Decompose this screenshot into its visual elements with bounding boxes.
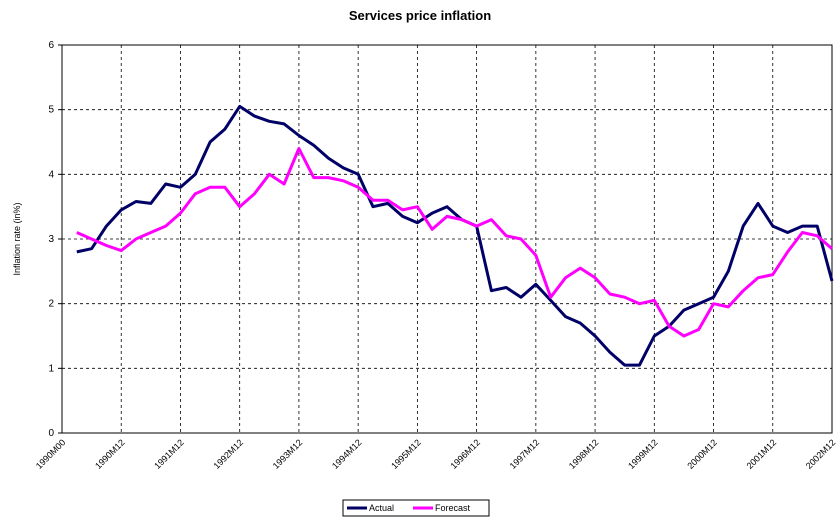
y-tick-label: 1 <box>48 363 54 374</box>
x-tick-label: 1991M12 <box>152 437 186 471</box>
x-tick-label: 1994M12 <box>330 437 364 471</box>
y-tick-label: 0 <box>48 428 54 439</box>
series-line <box>76 104 834 367</box>
legend: Actual Forecast <box>342 499 490 517</box>
y-tick-label: 5 <box>48 105 54 116</box>
x-tick-label: 1990M12 <box>93 437 127 471</box>
y-tick-label: 3 <box>48 234 54 245</box>
x-tick-label: 1993M12 <box>271 437 305 471</box>
x-tick-label: 1992M12 <box>211 437 245 471</box>
series-line <box>76 147 833 338</box>
x-tick-label: 2002M12 <box>804 437 838 471</box>
x-tick-label: 1995M12 <box>389 437 423 471</box>
legend-label: Actual <box>369 503 394 513</box>
x-tick-label: 1997M12 <box>508 437 542 471</box>
x-tick-label: 1990M00 <box>34 437 68 471</box>
x-tick-label: 1998M12 <box>567 437 601 471</box>
y-tick-label: 2 <box>48 299 54 310</box>
x-tick-label: 1996M12 <box>448 437 482 471</box>
y-tick-label: 4 <box>48 169 54 180</box>
x-tick-label: 2000M12 <box>685 437 719 471</box>
x-tick-label: 2001M12 <box>745 437 779 471</box>
plot-border <box>61 44 833 434</box>
legend-label: Forecast <box>435 503 471 513</box>
chart-title: Services price inflation <box>349 8 491 23</box>
y-tick-label: 6 <box>48 40 54 51</box>
y-axis-label: Inflation rate (in%) <box>12 202 22 275</box>
x-tick-label: 1999M12 <box>626 437 660 471</box>
